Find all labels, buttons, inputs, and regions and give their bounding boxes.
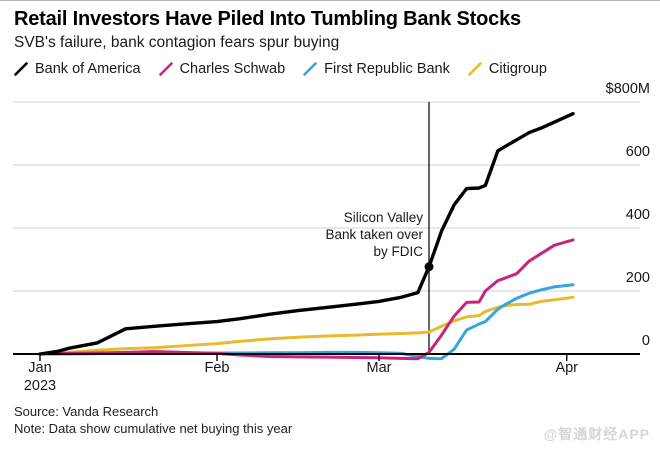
legend-item-charles-schwab: Charles Schwab [158,61,286,77]
event-marker-dot [424,262,434,272]
chart-legend: Bank of America Charles Schwab First Repub… [14,59,547,79]
source-text: Source: Vanda Research [14,404,159,419]
y-axis-label: 0 [641,333,650,349]
legend-label: Citigroup [488,61,547,77]
event-annotation-line: by FDIC [373,244,423,259]
legend-label: Charles Schwab [179,61,286,77]
legend-item-bank-of-america: Bank of America [14,61,141,77]
legend-slash-icon [158,62,173,76]
x-axis-label: Apr [555,360,579,376]
event-annotation-line: Silicon Valley [343,210,423,225]
chart-subtitle: SVB's failure, bank contagion fears spur… [14,34,340,51]
y-axis-label: $800M [605,81,650,97]
event-annotation: Silicon Valley Bank taken over by FDIC [325,209,423,260]
event-annotation-line: Bank taken over [325,227,423,242]
x-axis-label: Mar [366,360,392,376]
watermark-text: @智通财经APP [543,426,650,442]
x-axis-label: Jan [28,360,52,376]
legend-slash-icon [14,62,28,76]
series-line-citigroup [38,295,575,356]
note-text: Note: Data show cumulative net buying th… [14,421,293,436]
x-axis-label: Feb [204,360,230,376]
legend-item-citigroup: Citigroup [468,61,547,77]
series-line-charles-schwab [38,238,575,361]
legend-slash-icon [468,62,482,76]
y-axis-label: 600 [625,144,650,160]
y-axis-label: 200 [625,270,650,286]
legend-label: Bank of America [35,61,141,77]
line-chart-plot [13,101,640,361]
series-line-bank-of-america [38,111,575,356]
legend-label: First Republic Bank [324,61,450,77]
legend-item-first-republic-bank: First Republic Bank [303,61,450,77]
chart-title: Retail Investors Have Piled Into Tumblin… [14,8,521,30]
legend-slash-icon [303,62,317,76]
x-axis-year-label: 2023 [23,378,57,394]
y-axis-label: 400 [625,207,650,223]
